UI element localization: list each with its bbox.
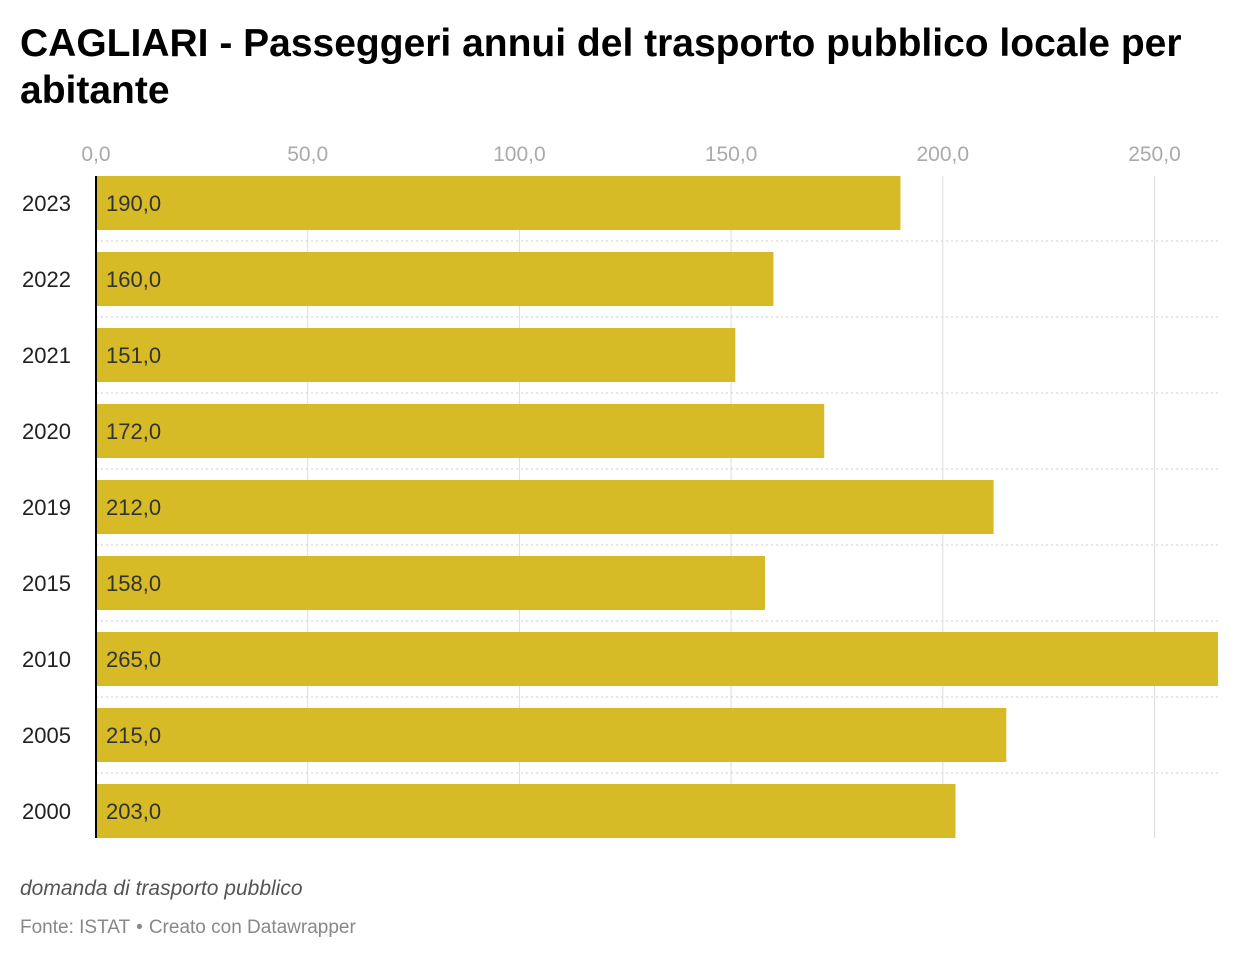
bar — [96, 556, 765, 610]
footer-separator: • — [136, 917, 143, 938]
data-label: 203,0 — [106, 799, 161, 824]
x-tick-label: 100,0 — [493, 143, 546, 166]
bar — [96, 632, 1218, 686]
chart-notes: domanda di trasporto pubblico — [20, 877, 303, 900]
category-label: 2019 — [22, 495, 71, 520]
category-label: 2005 — [22, 723, 71, 748]
bar — [96, 404, 825, 458]
data-label: 212,0 — [106, 495, 161, 520]
data-label: 190,0 — [106, 191, 161, 216]
chart-footer: Fonte: ISTAT • Creato con Datawrapper — [20, 917, 356, 939]
category-label: 2020 — [22, 419, 71, 444]
data-label: 265,0 — [106, 647, 161, 672]
data-label: 215,0 — [106, 723, 161, 748]
category-label: 2022 — [22, 267, 71, 292]
category-label: 2021 — [22, 343, 71, 368]
x-tick-label: 250,0 — [1128, 143, 1181, 166]
category-label: 2010 — [22, 647, 71, 672]
bar — [96, 328, 736, 382]
x-tick-label: 0,0 — [81, 143, 110, 166]
data-label: 151,0 — [106, 343, 161, 368]
bar — [96, 480, 994, 534]
category-label: 2023 — [22, 191, 71, 216]
x-tick-label: 150,0 — [705, 143, 758, 166]
data-label: 160,0 — [106, 267, 161, 292]
bar — [96, 784, 956, 838]
category-label: 2015 — [22, 571, 71, 596]
data-label: 172,0 — [106, 419, 161, 444]
bar — [96, 708, 1007, 762]
source-text: Fonte: ISTAT — [20, 917, 131, 938]
x-tick-label: 200,0 — [917, 143, 970, 166]
category-label: 2000 — [22, 799, 71, 824]
credit-link[interactable]: Creato con Datawrapper — [148, 917, 356, 938]
bar — [96, 176, 901, 230]
data-label: 158,0 — [106, 571, 161, 596]
x-tick-label: 50,0 — [287, 143, 328, 166]
bar — [96, 252, 774, 306]
chart-title: CAGLIARI - Passeggeri annui del trasport… — [20, 22, 1182, 112]
